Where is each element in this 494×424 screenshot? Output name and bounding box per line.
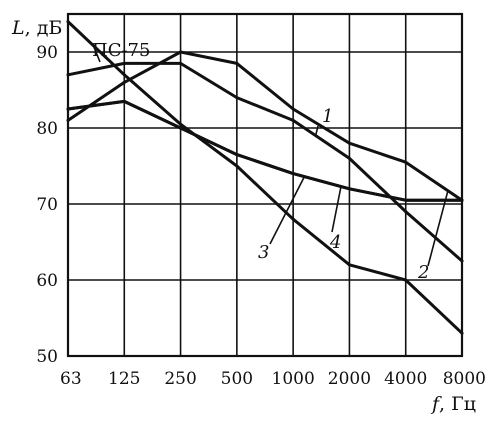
y-tick-90: 90 <box>36 43 58 63</box>
x-tick-2000: 2000 <box>328 369 371 389</box>
x-axis-label: f, Гц <box>430 393 476 415</box>
series-lines <box>66 20 464 335</box>
series-label-3: 3 <box>258 242 269 263</box>
data-point-s1-250 <box>179 61 183 65</box>
data-point-s0-4000 <box>404 278 408 282</box>
x-tick-1000: 1000 <box>272 369 315 389</box>
data-point-s4-125 <box>122 99 126 103</box>
data-point-s0-1000 <box>291 217 295 221</box>
data-point-s0-500 <box>235 164 239 168</box>
data-point-s2-1000 <box>291 107 295 111</box>
data-point-s2-250 <box>179 50 183 54</box>
data-point-s0-8000 <box>460 331 464 335</box>
data-point-s4-4000 <box>404 198 408 202</box>
data-point-s1-125 <box>122 61 126 65</box>
series-line-0 <box>66 20 464 335</box>
data-point-s0-125 <box>122 73 126 77</box>
series-labels: ПС-75 1 2 3 4 <box>92 40 429 283</box>
series-label-0: ПС-75 <box>92 40 150 61</box>
leader-line-2 <box>427 190 449 267</box>
data-point-s4-2000 <box>347 187 351 191</box>
data-point-s4-250 <box>179 126 183 130</box>
leader-line-3 <box>269 176 306 245</box>
data-point-s2-4000 <box>404 160 408 164</box>
x-tick-125: 125 <box>108 369 140 389</box>
data-point-s1-1000 <box>291 118 295 122</box>
leader-line-4 <box>331 186 342 233</box>
y-tick-80: 80 <box>36 119 58 139</box>
tick-labels: 63 125 250 500 1000 2000 4000 8000 50 60 70 80 90 <box>36 43 486 389</box>
series-label-1: 1 <box>322 106 333 127</box>
x-tick-500: 500 <box>221 369 253 389</box>
series-label-2: 2 <box>417 262 429 283</box>
data-point-s0-63 <box>66 20 70 24</box>
data-point-s1-63 <box>66 73 70 77</box>
data-point-s1-500 <box>235 96 239 100</box>
x-tick-250: 250 <box>164 369 196 389</box>
y-tick-70: 70 <box>36 195 58 215</box>
data-point-s1-8000 <box>460 259 464 263</box>
plot-frame <box>66 12 464 358</box>
data-point-s1-2000 <box>347 156 351 160</box>
data-point-s0-2000 <box>347 263 351 267</box>
data-point-s4-1000 <box>291 172 295 176</box>
series-label-4: 4 <box>329 232 341 253</box>
series-line-4 <box>66 99 464 202</box>
data-point-s2-2000 <box>347 141 351 145</box>
x-tick-8000: 8000 <box>443 369 486 389</box>
label-leaders <box>92 45 449 267</box>
series-line-2 <box>66 50 464 202</box>
data-point-s2-63 <box>66 118 70 122</box>
leader-line-1 <box>314 125 319 136</box>
x-tick-4000: 4000 <box>384 369 427 389</box>
y-tick-50: 50 <box>36 347 58 367</box>
data-point-s4-8000 <box>460 198 464 202</box>
series-line-3 <box>66 99 464 202</box>
data-point-s1-4000 <box>404 210 408 214</box>
data-point-s2-500 <box>235 61 239 65</box>
data-point-s4-63 <box>66 107 70 111</box>
y-tick-60: 60 <box>36 271 58 291</box>
data-point-s0-250 <box>179 122 183 126</box>
data-point-s2-125 <box>122 80 126 84</box>
y-axis-label: L, дБ <box>11 17 62 39</box>
leader-line-0 <box>92 45 101 63</box>
grid <box>66 12 464 358</box>
series-line-1 <box>66 61 464 263</box>
data-point-s4-500 <box>235 153 239 157</box>
x-tick-63: 63 <box>60 369 82 389</box>
